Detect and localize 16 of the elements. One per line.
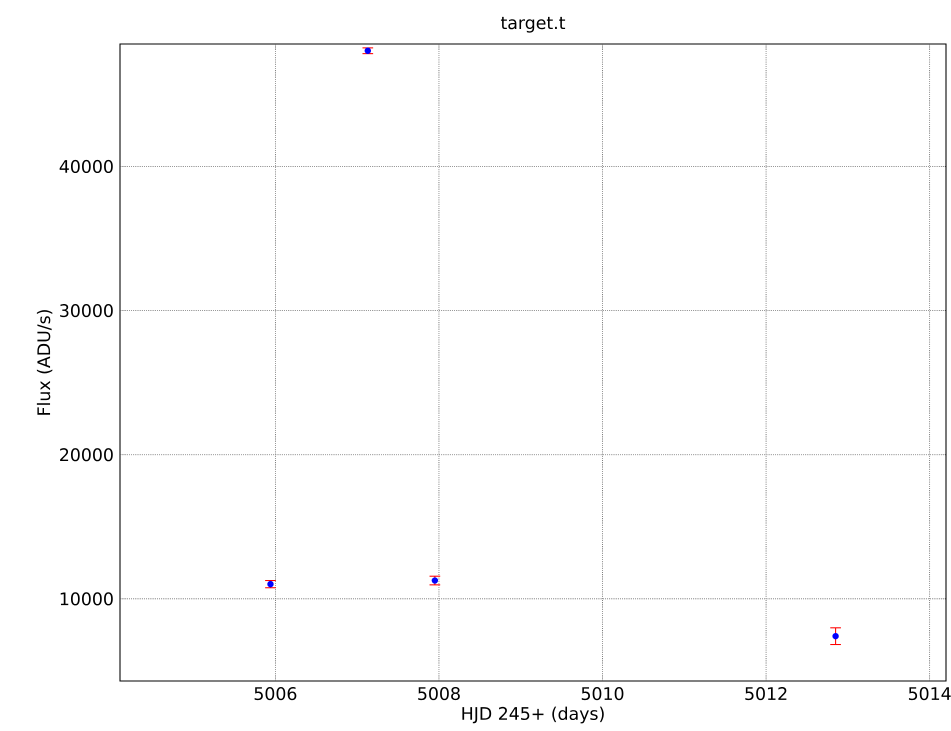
y-axis-title: Flux (ADU/s) [36, 310, 52, 415]
x-axis-title: HJD 245+ (days) [462, 706, 604, 724]
point [832, 632, 839, 640]
x-tick-label: 5014 [908, 687, 951, 700]
point [267, 580, 274, 588]
x-tick-label: 5010 [582, 687, 624, 700]
x-tick-label: 5012 [745, 687, 786, 700]
y-tick-label: 20000 [60, 448, 113, 462]
x-tick-label: 5008 [418, 687, 460, 700]
point [432, 577, 438, 584]
y-tick-label: 40000 [60, 160, 113, 174]
point [364, 48, 372, 54]
x-tick-label: 5006 [254, 687, 296, 700]
y-tick-label: 10000 [60, 592, 113, 606]
y-tick-label: 30000 [60, 304, 113, 318]
chart-title: target.t [500, 16, 566, 33]
